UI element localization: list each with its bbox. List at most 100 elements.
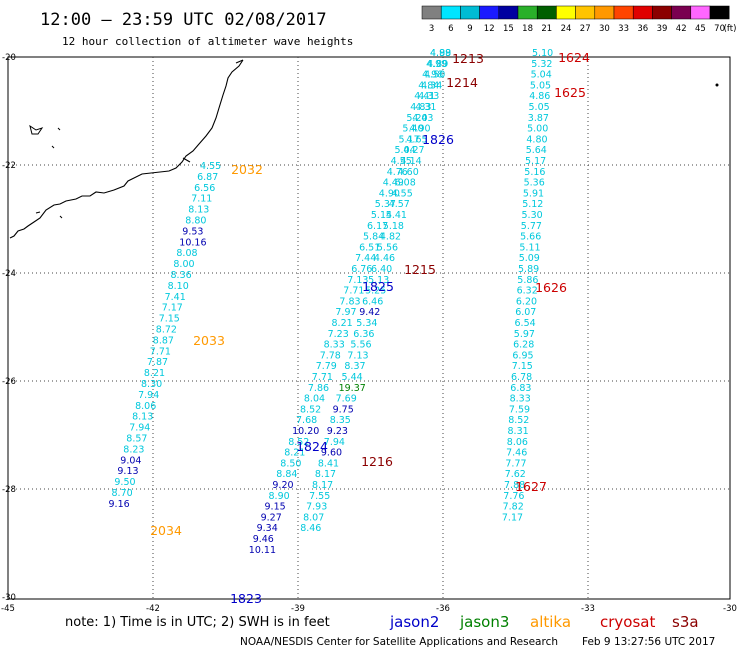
coastline-islands	[29, 124, 63, 219]
wave-height-value: 7.59	[509, 404, 530, 415]
colorbar-swatch	[479, 5, 500, 20]
wave-height-value: 8.84	[276, 469, 297, 480]
wave-height-value: 4.89	[427, 59, 448, 70]
wave-height-value: 8.35	[330, 415, 351, 426]
pass-time-label: 1825	[362, 279, 394, 294]
wave-height-value: 8.30	[141, 379, 162, 390]
wave-height-value: 5.00	[527, 124, 548, 135]
wave-height-value: 5.05	[529, 102, 550, 113]
wave-height-value: 9.46	[253, 534, 274, 545]
lon-label: -33	[581, 604, 595, 614]
wave-height-value: 8.52	[288, 437, 309, 448]
wave-height-value: 4.55	[200, 161, 221, 172]
wave-height-value: 5.04	[395, 145, 416, 156]
pass-time-label: 2032	[231, 162, 263, 177]
satellite-legend: jason2 jason3 altika cryosat s3a	[389, 613, 699, 631]
colorbar-label: 24	[561, 24, 572, 34]
colorbar-label: 21	[541, 24, 552, 34]
wave-height-value: 7.13	[347, 275, 368, 286]
wave-height-tracks: 4.556.876.567.118.138.809.5310.168.088.0…	[109, 48, 554, 556]
coastline	[9, 59, 244, 239]
wave-height-value: 8.50	[280, 458, 301, 469]
wave-height-value: 10.11	[249, 545, 276, 556]
wave-height-value: 5.36	[524, 178, 545, 189]
track-2032: 4.556.876.567.118.138.809.5310.168.088.0…	[109, 161, 222, 510]
pass-time-label: 1627	[515, 479, 547, 494]
wave-height-value: 5.37	[375, 199, 396, 210]
wave-height-value: 5.84	[363, 232, 384, 243]
wave-height-value: 10.16	[179, 237, 206, 248]
lat-label: -28	[2, 485, 16, 495]
wave-height-value: 7.86	[308, 383, 329, 394]
wave-height-value: 4.31	[415, 102, 436, 113]
wave-height-value: 8.06	[135, 401, 156, 412]
colorbar-swatch	[536, 5, 557, 20]
wave-height-value: 8.08	[176, 248, 197, 259]
colorbar-swatch	[632, 5, 653, 20]
wave-height-value: 8.17	[315, 469, 336, 480]
pass-time-label: 1824	[296, 439, 328, 454]
wave-height-value: 5.30	[522, 210, 543, 221]
legend-jason3: jason3	[459, 613, 509, 631]
wave-height-value: 4.99	[430, 48, 451, 59]
lat-label: -30	[2, 593, 16, 603]
wave-height-value: 5.17	[399, 134, 420, 145]
wave-height-value: 6.51	[359, 242, 380, 253]
wave-height-value: 8.46	[300, 523, 321, 534]
wave-height-value: 8.41	[318, 458, 339, 469]
wave-height-value: 7.94	[324, 437, 345, 448]
wave-height-value: 4.14	[401, 156, 422, 167]
wave-height-value: 9.27	[261, 512, 282, 523]
lon-label: -30	[723, 604, 737, 614]
wave-height-value: 5.25	[365, 286, 386, 297]
colorbar-swatch	[498, 5, 519, 20]
wave-height-value: 5.40	[402, 124, 423, 135]
wave-height-value: 7.46	[506, 448, 527, 459]
wave-height-value: 7.88	[504, 480, 525, 491]
pass-time-label: 1626	[535, 280, 567, 295]
colorbar-swatch	[460, 5, 480, 20]
wave-height-value: 4.60	[398, 167, 419, 178]
wave-height-value: 4.88	[430, 48, 451, 59]
wave-height-value: 8.87	[153, 335, 174, 346]
colorbar-unit: (ft)	[724, 24, 737, 34]
colorbar-swatch	[594, 5, 615, 20]
lon-label: -39	[291, 604, 305, 614]
wave-height-value: 8.36	[171, 270, 192, 281]
wave-height-value: 4.55	[392, 188, 413, 199]
colorbar-label: 27	[580, 24, 591, 34]
wave-height-value: 4.65	[406, 134, 427, 145]
map-frame	[7, 56, 731, 600]
wave-height-value: 9.34	[257, 523, 278, 534]
colorbar-swatch	[421, 5, 442, 20]
wave-height-value: 5.13	[368, 275, 389, 286]
wave-height-value: 8.00	[173, 259, 194, 270]
wave-height-value: 4.27	[403, 145, 424, 156]
color-scale-bar: 3 6 9 12 15 18 21 24 27 30 33 36 39 42 45 70(ft)	[421, 5, 737, 34]
wave-height-value: 4.57	[389, 199, 410, 210]
wave-height-value: 5.97	[514, 329, 535, 340]
wave-height-value: 10.20	[292, 426, 319, 437]
wave-height-value: 8.13	[132, 412, 153, 423]
wave-height-value: 7.68	[296, 415, 317, 426]
wave-height-value: 8.04	[304, 394, 325, 405]
wave-height-value: 8.90	[269, 491, 290, 502]
wave-height-value: 7.94	[129, 423, 150, 434]
colorbar-label: 18	[522, 24, 533, 34]
colorbar-label: 42	[676, 24, 687, 34]
lat-lon-grid	[8, 57, 730, 599]
wave-height-value: 6.83	[510, 383, 531, 394]
wave-height-value: 7.77	[505, 458, 526, 469]
wave-height-value: 9.42	[359, 307, 380, 318]
wave-height-value: 5.11	[519, 242, 540, 253]
colorbar-label: 15	[503, 24, 514, 34]
wave-height-value: 8.21	[332, 318, 353, 329]
colorbar-label: 6	[448, 24, 453, 34]
wave-height-value: 8.72	[156, 325, 177, 336]
footer-note: note: 1) Time is in UTC; 2) SWH is in fe…	[65, 615, 330, 630]
wave-height-value: 4.83	[410, 102, 431, 113]
wave-height-value: 7.15	[159, 314, 180, 325]
wave-height-value: 5.12	[522, 199, 543, 210]
wave-height-value: 5.41	[386, 210, 407, 221]
wave-height-value: 8.21	[144, 368, 165, 379]
